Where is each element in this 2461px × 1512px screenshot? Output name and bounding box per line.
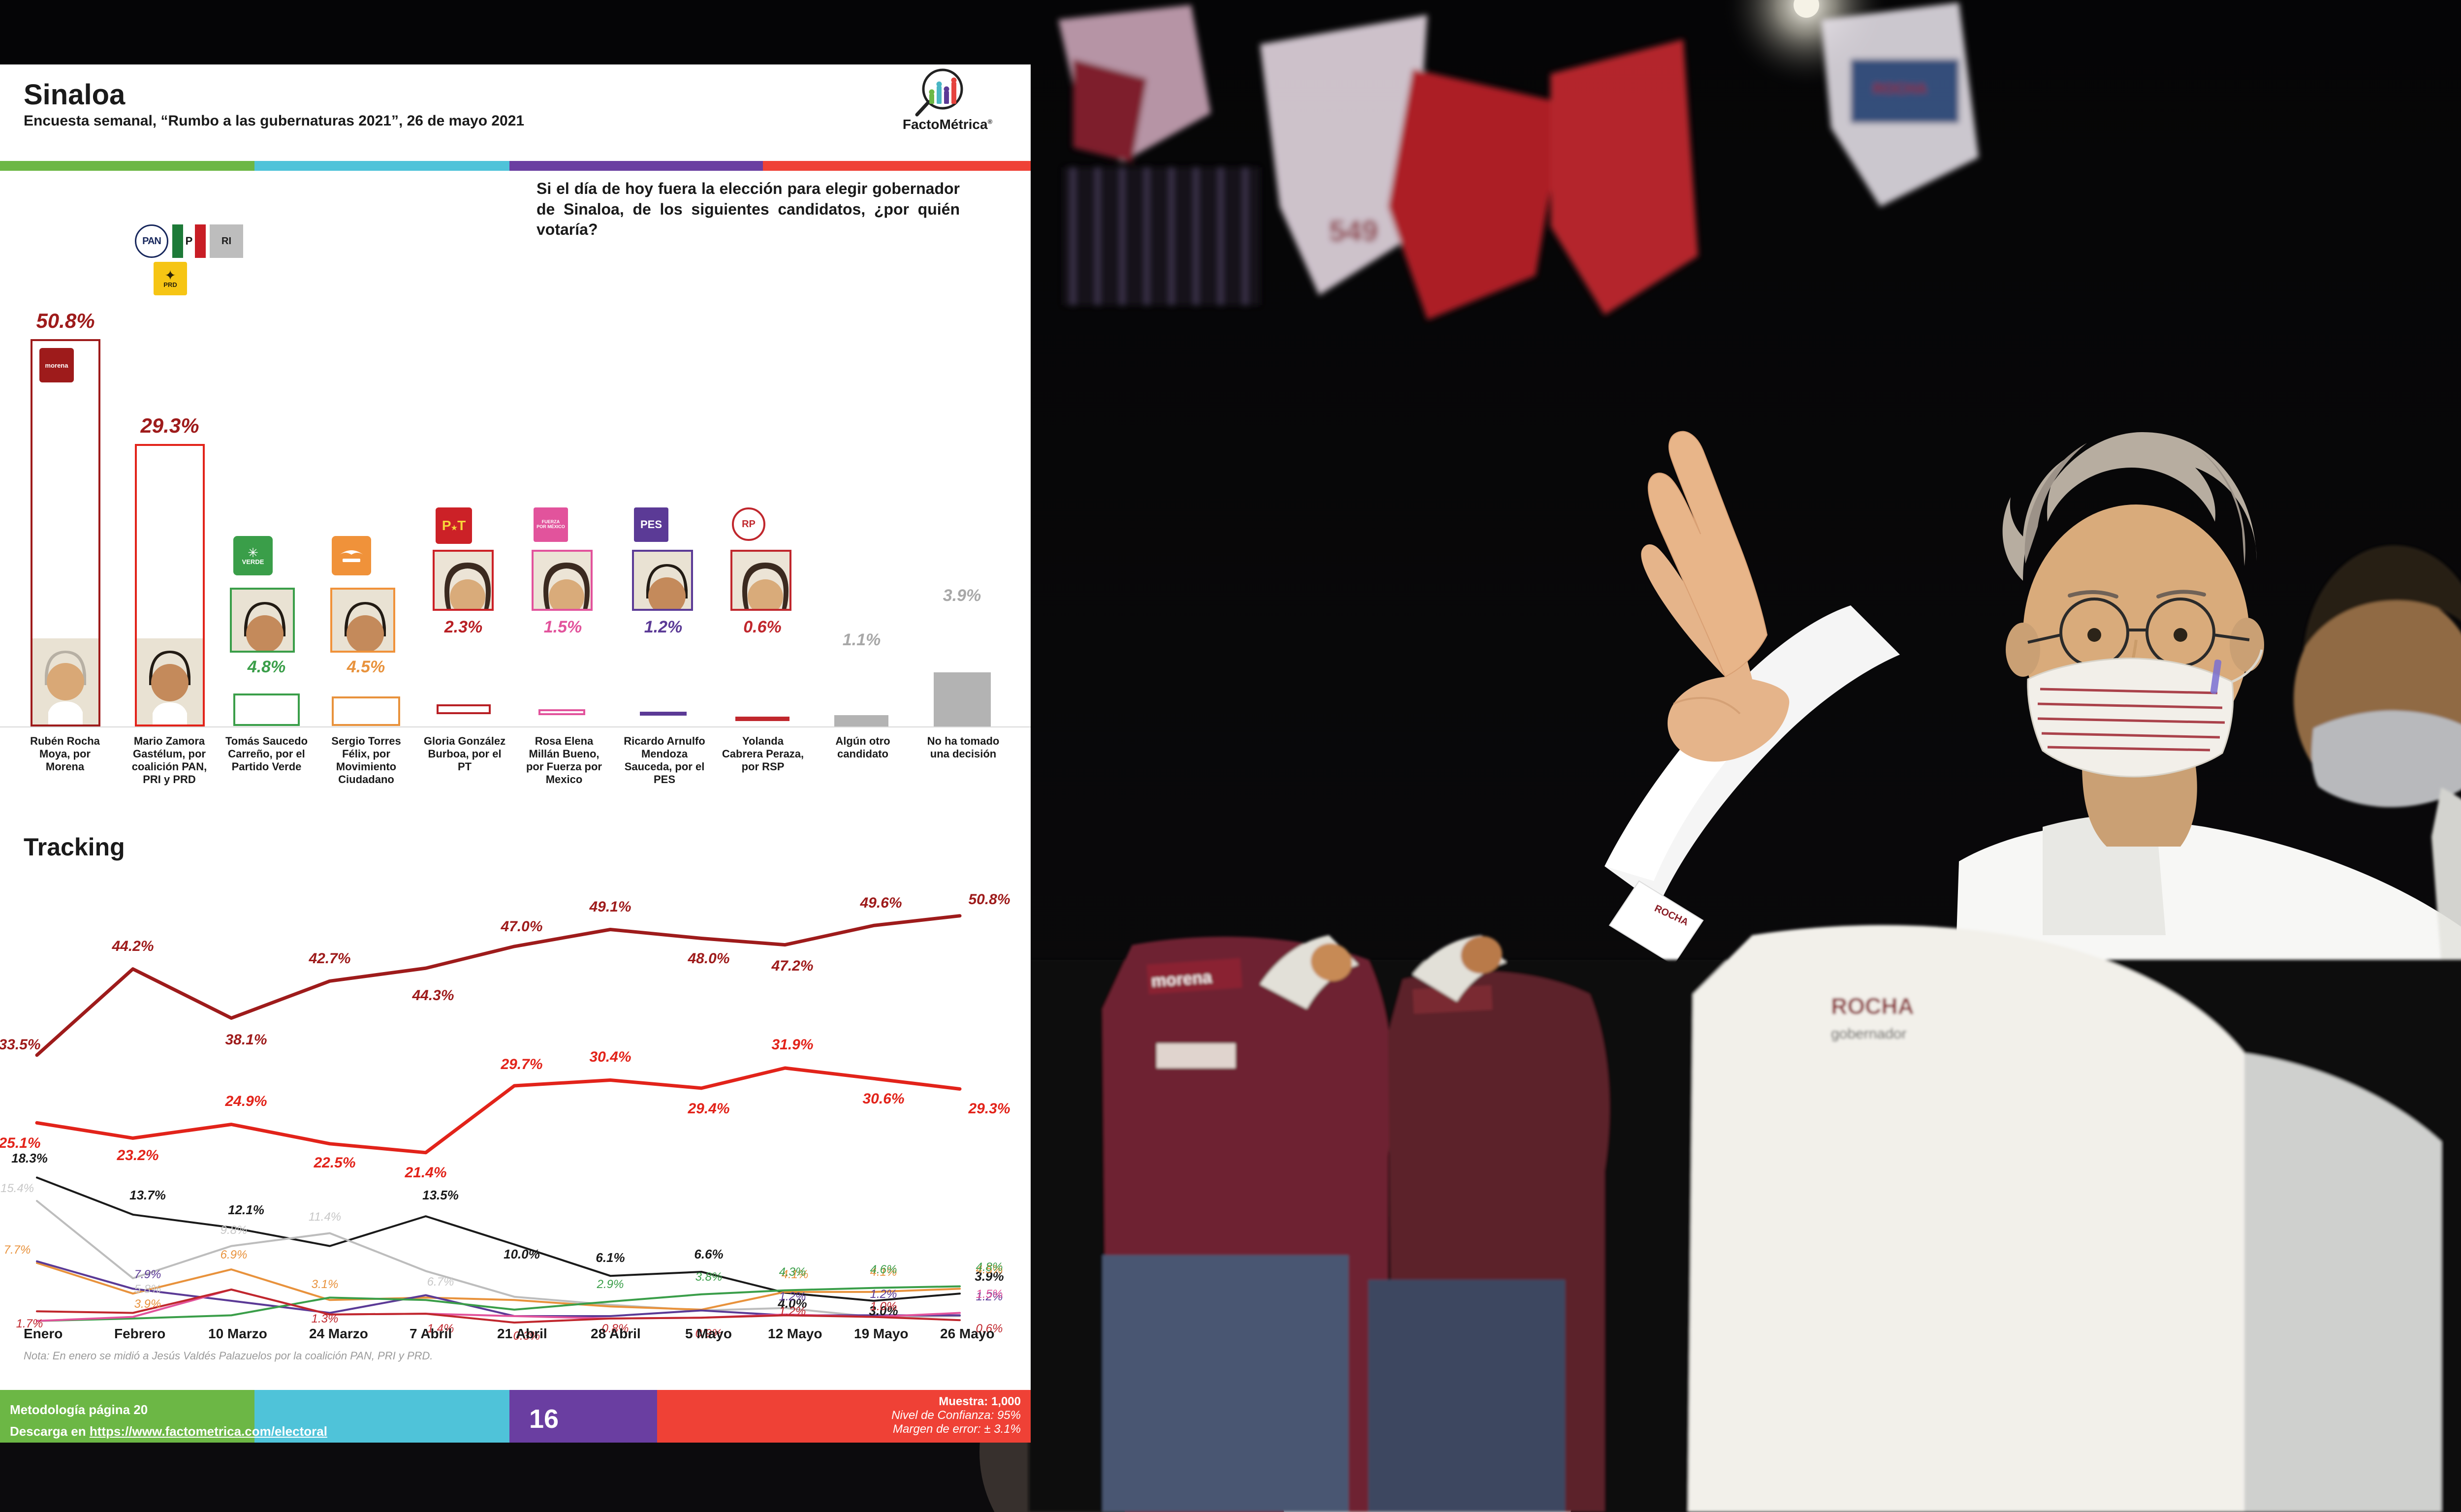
svg-text:47.0%: 47.0% bbox=[500, 918, 542, 935]
svg-text:30.4%: 30.4% bbox=[589, 1049, 631, 1065]
svg-text:3.1%: 3.1% bbox=[312, 1278, 339, 1291]
svg-text:9.8%: 9.8% bbox=[221, 1224, 248, 1237]
svg-text:18.3%: 18.3% bbox=[11, 1151, 48, 1166]
svg-text:22.5%: 22.5% bbox=[313, 1155, 355, 1171]
svg-text:6.1%: 6.1% bbox=[596, 1250, 625, 1265]
svg-text:47.2%: 47.2% bbox=[771, 958, 813, 974]
svg-text:25.1%: 25.1% bbox=[0, 1135, 41, 1151]
svg-text:5.8%: 5.8% bbox=[134, 1283, 161, 1296]
svg-text:4.3%: 4.3% bbox=[779, 1265, 806, 1279]
svg-text:33.5%: 33.5% bbox=[0, 1037, 41, 1053]
svg-text:24.9%: 24.9% bbox=[224, 1093, 267, 1109]
svg-text:31.9%: 31.9% bbox=[771, 1037, 813, 1053]
svg-text:7.7%: 7.7% bbox=[4, 1243, 31, 1257]
svg-text:15.4%: 15.4% bbox=[0, 1182, 34, 1195]
svg-text:3.8%: 3.8% bbox=[695, 1270, 723, 1284]
svg-text:50.8%: 50.8% bbox=[968, 891, 1010, 908]
svg-text:ROCHA: ROCHA bbox=[1873, 81, 1927, 97]
svg-text:1.3%: 1.3% bbox=[312, 1312, 339, 1325]
svg-text:30.6%: 30.6% bbox=[862, 1091, 904, 1107]
svg-text:21.4%: 21.4% bbox=[404, 1165, 446, 1181]
svg-text:29.7%: 29.7% bbox=[500, 1056, 542, 1072]
svg-text:13.7%: 13.7% bbox=[129, 1188, 166, 1202]
svg-text:38.1%: 38.1% bbox=[225, 1032, 267, 1048]
svg-text:gobernador: gobernador bbox=[1831, 1026, 1906, 1042]
svg-text:6.9%: 6.9% bbox=[221, 1248, 248, 1261]
svg-text:44.2%: 44.2% bbox=[111, 938, 154, 954]
svg-text:6.7%: 6.7% bbox=[427, 1275, 454, 1289]
svg-text:4.8%: 4.8% bbox=[976, 1260, 1003, 1274]
svg-text:1.5%: 1.5% bbox=[976, 1288, 1003, 1301]
svg-text:549: 549 bbox=[1329, 215, 1378, 248]
svg-text:3.9%: 3.9% bbox=[134, 1297, 161, 1311]
svg-text:ROCHA: ROCHA bbox=[1831, 993, 1914, 1019]
svg-text:42.7%: 42.7% bbox=[308, 950, 350, 967]
svg-text:4.6%: 4.6% bbox=[870, 1263, 897, 1276]
svg-text:6.6%: 6.6% bbox=[694, 1247, 723, 1261]
svg-text:13.5%: 13.5% bbox=[422, 1188, 459, 1202]
svg-text:23.2%: 23.2% bbox=[116, 1147, 158, 1164]
svg-text:1.0%: 1.0% bbox=[870, 1300, 897, 1313]
svg-text:1.2%: 1.2% bbox=[870, 1288, 897, 1301]
svg-text:49.6%: 49.6% bbox=[859, 895, 902, 911]
svg-text:12.1%: 12.1% bbox=[228, 1202, 264, 1217]
svg-text:7.9%: 7.9% bbox=[134, 1268, 161, 1281]
svg-text:2.9%: 2.9% bbox=[597, 1278, 624, 1291]
svg-text:29.4%: 29.4% bbox=[687, 1101, 729, 1117]
svg-text:11.4%: 11.4% bbox=[309, 1210, 341, 1224]
svg-text:49.1%: 49.1% bbox=[589, 899, 631, 915]
svg-text:44.3%: 44.3% bbox=[411, 987, 454, 1004]
svg-text:1.2%: 1.2% bbox=[779, 1305, 806, 1318]
svg-text:48.0%: 48.0% bbox=[687, 950, 729, 967]
svg-text:29.3%: 29.3% bbox=[968, 1101, 1010, 1117]
svg-text:10.0%: 10.0% bbox=[504, 1247, 540, 1261]
svg-text:1.2%: 1.2% bbox=[779, 1290, 806, 1303]
